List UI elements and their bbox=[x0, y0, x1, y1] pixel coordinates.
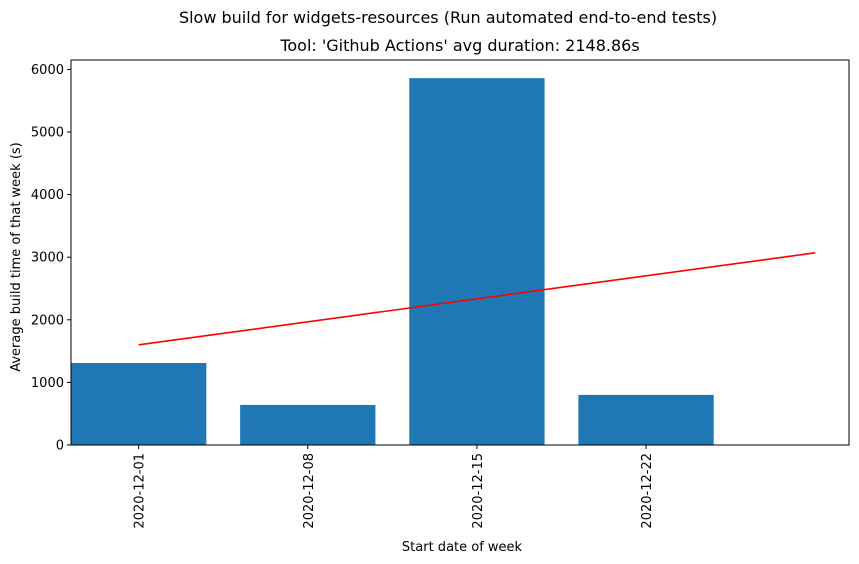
y-tick-label-3000: 3000 bbox=[31, 251, 64, 266]
y-tick-label-0: 0 bbox=[56, 439, 64, 454]
x-tick-label-2020-12-22: 2020-12-22 bbox=[640, 453, 655, 529]
chart-title: Tool: 'Github Actions' avg duration: 214… bbox=[279, 36, 639, 55]
plot-area: 0 1000 2000 3000 4000 5000 6000 2020-12-01 2020-… bbox=[31, 59, 850, 529]
y-tick-label-2000: 2000 bbox=[31, 313, 64, 328]
chart-suptitle: Slow build for widgets-resources (Run au… bbox=[179, 8, 717, 27]
bar-2020-12-15 bbox=[409, 78, 545, 445]
x-tick-label-2020-12-08: 2020-12-08 bbox=[302, 453, 317, 529]
bar-2020-12-01 bbox=[71, 362, 207, 445]
y-tick-label-5000: 5000 bbox=[31, 125, 64, 140]
y-tick-label-4000: 4000 bbox=[31, 188, 64, 203]
trend-line bbox=[138, 252, 816, 346]
x-tick-label-2020-12-01: 2020-12-01 bbox=[133, 453, 148, 529]
axes-frame bbox=[70, 59, 850, 446]
bar-2020-12-08 bbox=[240, 404, 376, 445]
y-tick-label-1000: 1000 bbox=[31, 376, 64, 391]
y-axis-label: Average build time of that week (s) bbox=[9, 142, 24, 372]
bar-2020-12-22 bbox=[578, 394, 714, 445]
y-tick-label-6000: 6000 bbox=[31, 63, 64, 78]
x-axis-label: Start date of week bbox=[402, 540, 523, 555]
x-tick-label-2020-12-15: 2020-12-15 bbox=[471, 453, 486, 529]
